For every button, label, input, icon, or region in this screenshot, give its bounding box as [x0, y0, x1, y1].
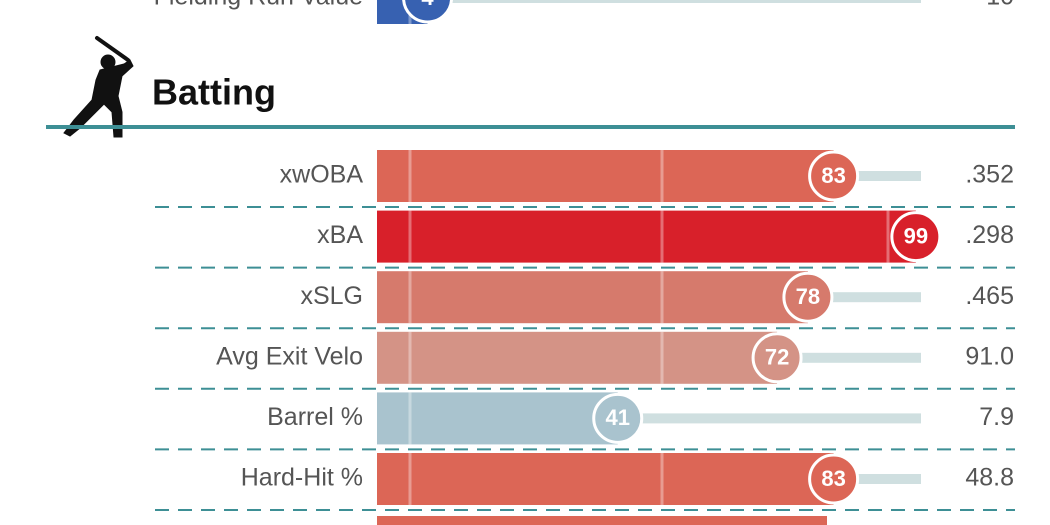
- batter-icon: [63, 36, 134, 138]
- percentile-circle: [808, 150, 860, 202]
- percentile-label: 41: [605, 405, 629, 430]
- metric-label: xSLG: [300, 282, 363, 310]
- metric-value: 91.0: [965, 342, 1014, 370]
- bar: [377, 210, 916, 263]
- bar: [377, 453, 834, 505]
- metric-value: 7.9: [979, 403, 1014, 431]
- percentile-circle: [890, 211, 942, 263]
- percentile-label: 78: [796, 284, 820, 309]
- percentile-label: 83: [821, 466, 845, 491]
- percentile-circle: [782, 271, 834, 323]
- section-title: Batting: [152, 72, 276, 113]
- percentile-circle: [751, 332, 803, 384]
- track: [833, 171, 921, 181]
- metric-value: .352: [965, 161, 1014, 189]
- metric-label: Barrel %: [267, 403, 363, 431]
- metric-value: 48.8: [965, 464, 1014, 492]
- percentile-label: 72: [765, 345, 789, 370]
- track: [427, 0, 921, 3]
- track: [807, 292, 921, 303]
- metric-label: Avg Exit Velo: [216, 342, 363, 370]
- percentile-label: 99: [904, 223, 928, 248]
- metric-label: Hard-Hit %: [241, 464, 363, 492]
- bar: [377, 271, 808, 324]
- metric-value: 10: [986, 0, 1014, 11]
- metric-label: xBA: [317, 221, 363, 249]
- bar: [377, 392, 618, 445]
- track: [833, 474, 921, 484]
- track: [777, 352, 921, 363]
- percentile-label: 83: [821, 163, 845, 188]
- percentile-circle: [402, 0, 453, 24]
- track: [617, 413, 921, 424]
- bar: [377, 331, 778, 384]
- percentile-circle: [592, 392, 644, 444]
- bar: [377, 150, 834, 202]
- metric-value: .465: [965, 282, 1014, 310]
- metric-label: Fielding Run Value: [154, 0, 363, 11]
- cut-bar: [377, 516, 827, 525]
- percentile-label: 4: [421, 0, 434, 10]
- metric-label: xwOBA: [280, 161, 364, 189]
- metric-value: .298: [965, 221, 1014, 249]
- percentile-circle: [808, 453, 860, 505]
